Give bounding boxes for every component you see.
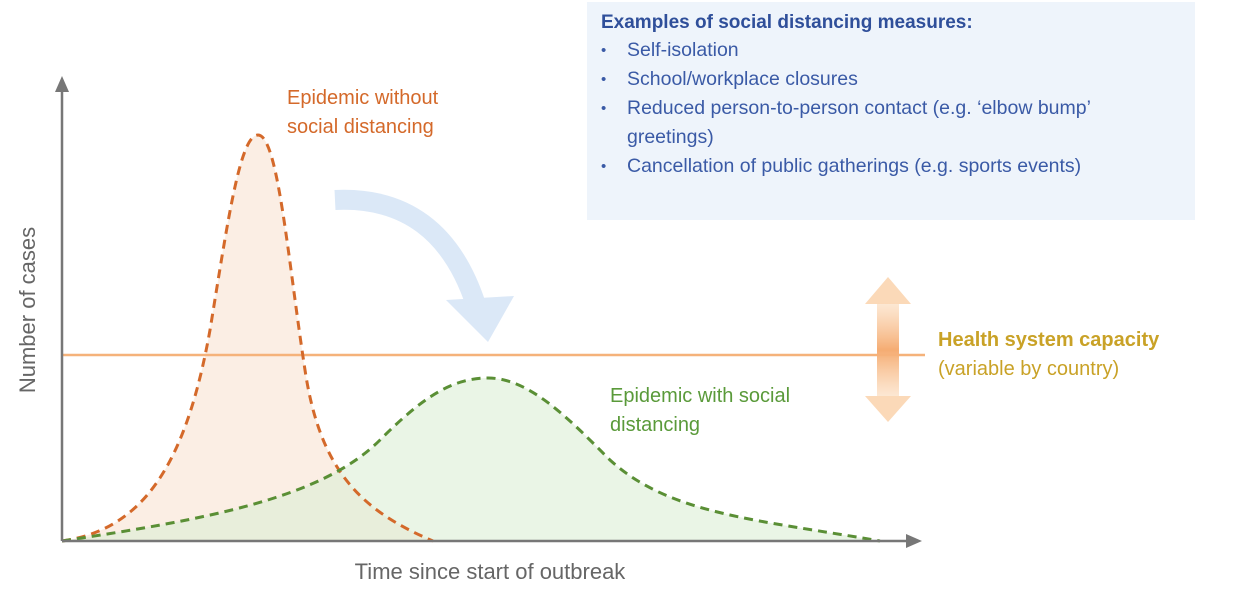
without-distancing-area [62, 135, 433, 541]
list-item: Reduced person-to-person contact (e.g. ‘… [601, 94, 1097, 152]
measures-box: Examples of social distancing measures: … [587, 2, 1195, 220]
with-distancing-curve [61, 376, 881, 543]
x-axis-arrowhead [906, 534, 922, 548]
capacity-title: Health system capacity [938, 329, 1160, 351]
capacity-label: Health system capacity (variable by coun… [938, 326, 1159, 384]
list-item: Self-isolation [601, 36, 1181, 65]
measures-title: Examples of social distancing measures: [601, 12, 973, 33]
measures-list: Self-isolation School/workplace closures… [601, 36, 1181, 181]
x-axis-label: Time since start of outbreak [354, 559, 626, 584]
without-distancing-curve [61, 133, 434, 543]
list-item: School/workplace closures [601, 65, 1181, 94]
flatten-arrow-icon [334, 189, 486, 309]
with-distancing-label: Epidemic with social distancing [610, 385, 791, 436]
y-axis-label: Number of cases [15, 226, 40, 394]
flatten-arrowhead [446, 296, 514, 342]
y-axis-arrowhead [55, 76, 69, 92]
capacity-variability-arrow-icon [865, 277, 911, 422]
without-distancing-label: Epidemic without social distancing [287, 87, 439, 138]
list-item: Cancellation of public gatherings (e.g. … [601, 152, 1117, 181]
capacity-note: (variable by country) [938, 358, 1120, 380]
